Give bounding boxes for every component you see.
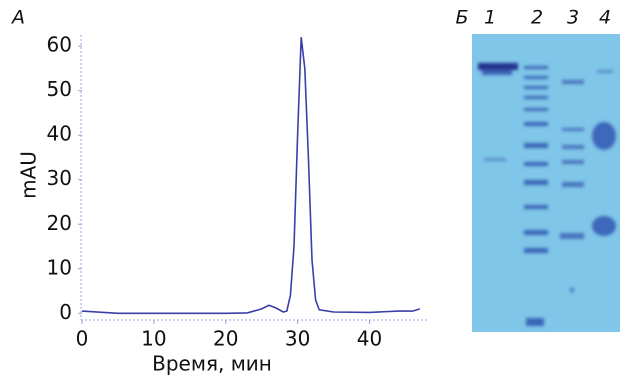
y-tick-label: 20 bbox=[47, 211, 72, 235]
band bbox=[484, 158, 506, 161]
lane-label: 1 bbox=[484, 7, 496, 29]
x-tick-label: 40 bbox=[357, 327, 382, 351]
x-tick-label: 0 bbox=[76, 327, 89, 351]
band bbox=[482, 70, 512, 75]
lane-label: 2 bbox=[531, 7, 543, 29]
x-tick-label: 10 bbox=[141, 327, 166, 351]
panel-label: Б bbox=[455, 7, 468, 29]
y-tick-label: 60 bbox=[47, 33, 72, 57]
figure: А Время, мин mAU bbox=[0, 0, 621, 383]
lane-label: 4 bbox=[599, 7, 611, 29]
x-tick-label: 30 bbox=[285, 327, 310, 351]
y-tick-label: 10 bbox=[47, 255, 72, 279]
y-axis-label: mAU bbox=[17, 151, 41, 199]
y-tick-label: 40 bbox=[47, 122, 72, 146]
x-axis-label: Время, мин bbox=[152, 352, 272, 376]
gel-image bbox=[472, 34, 620, 332]
lane-label: 3 bbox=[567, 7, 579, 29]
x-tick-label: 20 bbox=[213, 327, 238, 351]
y-tick-label: 30 bbox=[47, 166, 72, 190]
y-tick-label: 50 bbox=[47, 77, 72, 101]
band bbox=[478, 63, 518, 70]
y-tick-label: 0 bbox=[59, 300, 72, 324]
panel-label: А bbox=[10, 7, 25, 29]
line bbox=[82, 37, 420, 313]
